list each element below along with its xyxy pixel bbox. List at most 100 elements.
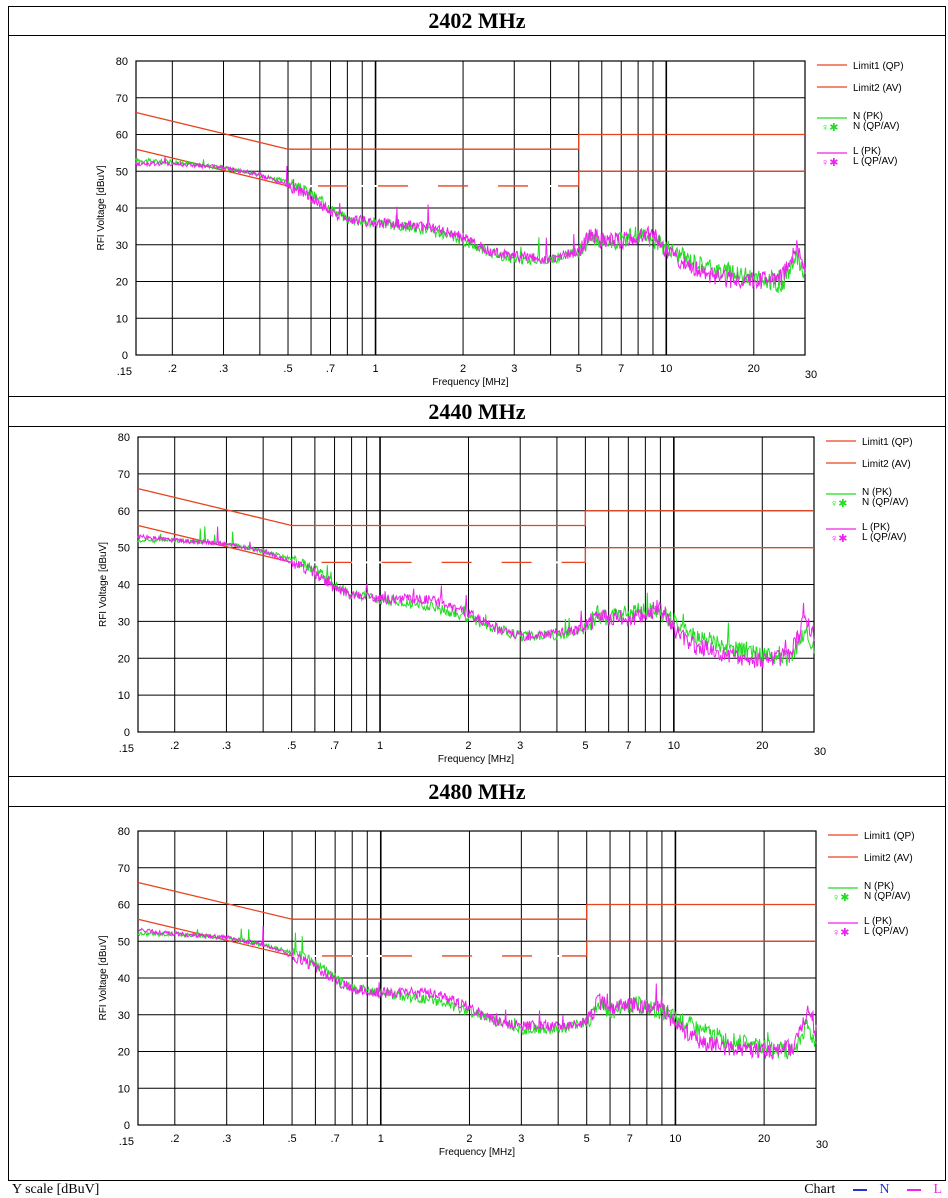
l-key-label: L	[933, 1182, 942, 1197]
plot-border	[137, 436, 815, 733]
x-axis-title: Frequency [MHz]	[439, 1147, 515, 1158]
x-tick-label: .2	[168, 363, 177, 375]
legend-n-marker-icon: ♀✱	[830, 498, 847, 510]
y-scale-note: Y scale [dBuV]	[12, 1182, 100, 1197]
x-tick-label: 2	[465, 740, 471, 752]
legend-n-qpav-label: N (QP/AV)	[853, 121, 899, 132]
x-tick-label: 20	[758, 1133, 770, 1145]
y-tick-label: 50	[118, 936, 130, 948]
x-tick-label: .15	[117, 366, 132, 378]
legend-n-pk-label: N (PK)	[862, 487, 892, 498]
y-tick-label: 50	[116, 166, 128, 178]
legend-limit1-label: Limit1 (QP)	[853, 61, 904, 72]
y-tick-label: 10	[116, 313, 128, 325]
legend-l-qpav-label: L (QP/AV)	[853, 156, 897, 167]
y-tick-label: 70	[118, 469, 130, 481]
y-tick-label: 40	[118, 973, 130, 985]
chart-key: Chart N L	[804, 1182, 942, 1198]
l-pk-trace	[137, 925, 817, 1061]
x-tick-label: .3	[222, 740, 231, 752]
x-tick-label: 30	[805, 369, 817, 381]
n-key-line	[853, 1189, 868, 1191]
x-tick-label: 10	[660, 363, 672, 375]
legend-n-pk-label: N (PK)	[853, 111, 883, 122]
y-axis-title: RFI Voltage [dBuV]	[96, 165, 107, 250]
y-tick-label: 20	[116, 277, 128, 289]
y-tick-label: 40	[116, 203, 128, 215]
x-tick-label: 2	[466, 1133, 472, 1145]
x-tick-label: .2	[170, 740, 179, 752]
x-tick-label: 1	[377, 740, 383, 752]
y-tick-label: 70	[118, 863, 130, 875]
x-tick-label: .7	[326, 363, 335, 375]
n-key-label: N	[879, 1182, 890, 1197]
x-tick-label: 30	[816, 1139, 828, 1151]
panel-separator	[8, 776, 946, 777]
x-tick-label: 20	[748, 363, 760, 375]
y-tick-label: 30	[118, 616, 130, 628]
limit1-qp-line	[135, 111, 805, 150]
y-tick-label: 50	[118, 543, 130, 555]
x-tick-label: 7	[618, 363, 624, 375]
x-tick-label: 10	[668, 740, 680, 752]
y-tick-label: 80	[116, 56, 128, 68]
panel-separator	[8, 396, 946, 397]
y-tick-label: 40	[118, 580, 130, 592]
legend-n-marker-icon: ♀✱	[821, 122, 838, 134]
x-tick-label: 10	[669, 1133, 681, 1145]
emission-chart-2440: 0 10 20 30 40 50 60 70 80 .15 .2 .3 .5 .7 1 2 3 5 7 10 20 30 F…	[98, 432, 913, 765]
limit1-qp-line	[137, 487, 814, 527]
legend-n-pk-label: N (PK)	[864, 881, 894, 892]
y-tick-label: 80	[118, 432, 130, 444]
x-tick-label: 20	[756, 740, 768, 752]
panel-title-2: 2440 MHz	[8, 397, 946, 427]
l-key-line	[907, 1189, 922, 1191]
legend-l-pk-label: L (PK)	[853, 146, 881, 157]
x-tick-label: 5	[582, 740, 588, 752]
x-tick-label: 3	[511, 363, 517, 375]
y-tick-label: 20	[118, 653, 130, 665]
x-tick-label: .7	[330, 740, 339, 752]
legend-l-marker-icon: ♀✱	[821, 157, 838, 169]
legend-l-qpav-label: L (QP/AV)	[862, 532, 906, 543]
n-pk-trace	[137, 928, 817, 1060]
legend-n-qpav-label: N (QP/AV)	[862, 497, 908, 508]
y-tick-label: 0	[124, 727, 130, 739]
x-axis-title: Frequency [MHz]	[432, 377, 508, 388]
limit2-av-line	[137, 918, 816, 957]
x-tick-label: .2	[170, 1133, 179, 1145]
emission-chart-2402: 0 10 20 30 40 50 60 70 80 .15 .2 .3 .5 .7 1 2 3 5 7 10 20 30 F…	[96, 56, 904, 388]
x-tick-label: .5	[283, 363, 292, 375]
y-tick-label: 80	[118, 826, 130, 838]
l-pk-trace	[135, 156, 806, 290]
legend-limit2-label: Limit2 (AV)	[862, 459, 911, 470]
x-tick-label: 7	[627, 1133, 633, 1145]
y-tick-label: 60	[116, 130, 128, 142]
legend-l-pk-label: L (PK)	[862, 522, 890, 533]
y-tick-label: 20	[118, 1047, 130, 1059]
panel-title-3: 2480 MHz	[8, 777, 946, 807]
legend-l-pk-label: L (PK)	[864, 916, 892, 927]
y-tick-label: 0	[124, 1120, 130, 1132]
legend-limit1-label: Limit1 (QP)	[862, 437, 913, 448]
y-tick-label: 0	[122, 350, 128, 362]
y-tick-label: 30	[116, 240, 128, 252]
limit2-av-line	[137, 524, 814, 564]
panel-title-1: 2402 MHz	[8, 6, 946, 36]
x-tick-label: 1	[372, 363, 378, 375]
x-tick-label: .3	[222, 1133, 231, 1145]
legend-limit2-label: Limit2 (AV)	[864, 853, 913, 864]
legend-n-qpav-label: N (QP/AV)	[864, 891, 910, 902]
legend-limit2-label: Limit2 (AV)	[853, 83, 902, 94]
chart-key-label: Chart	[804, 1182, 836, 1197]
x-tick-label: 5	[576, 363, 582, 375]
legend-l-marker-icon: ♀✱	[832, 927, 849, 939]
x-tick-label: 30	[814, 746, 826, 758]
emission-chart-2480: 0 10 20 30 40 50 60 70 80 .15 .2 .3 .5 .7 1 2 3 5 7 10 20 30 F…	[98, 826, 915, 1158]
x-tick-label: .5	[287, 740, 296, 752]
x-axis-title: Frequency [MHz]	[438, 754, 514, 765]
x-tick-label: 2	[460, 363, 466, 375]
l-pk-trace	[137, 526, 815, 669]
y-axis-title: RFI Voltage [dBuV]	[98, 935, 109, 1020]
report-frame	[8, 6, 946, 1181]
